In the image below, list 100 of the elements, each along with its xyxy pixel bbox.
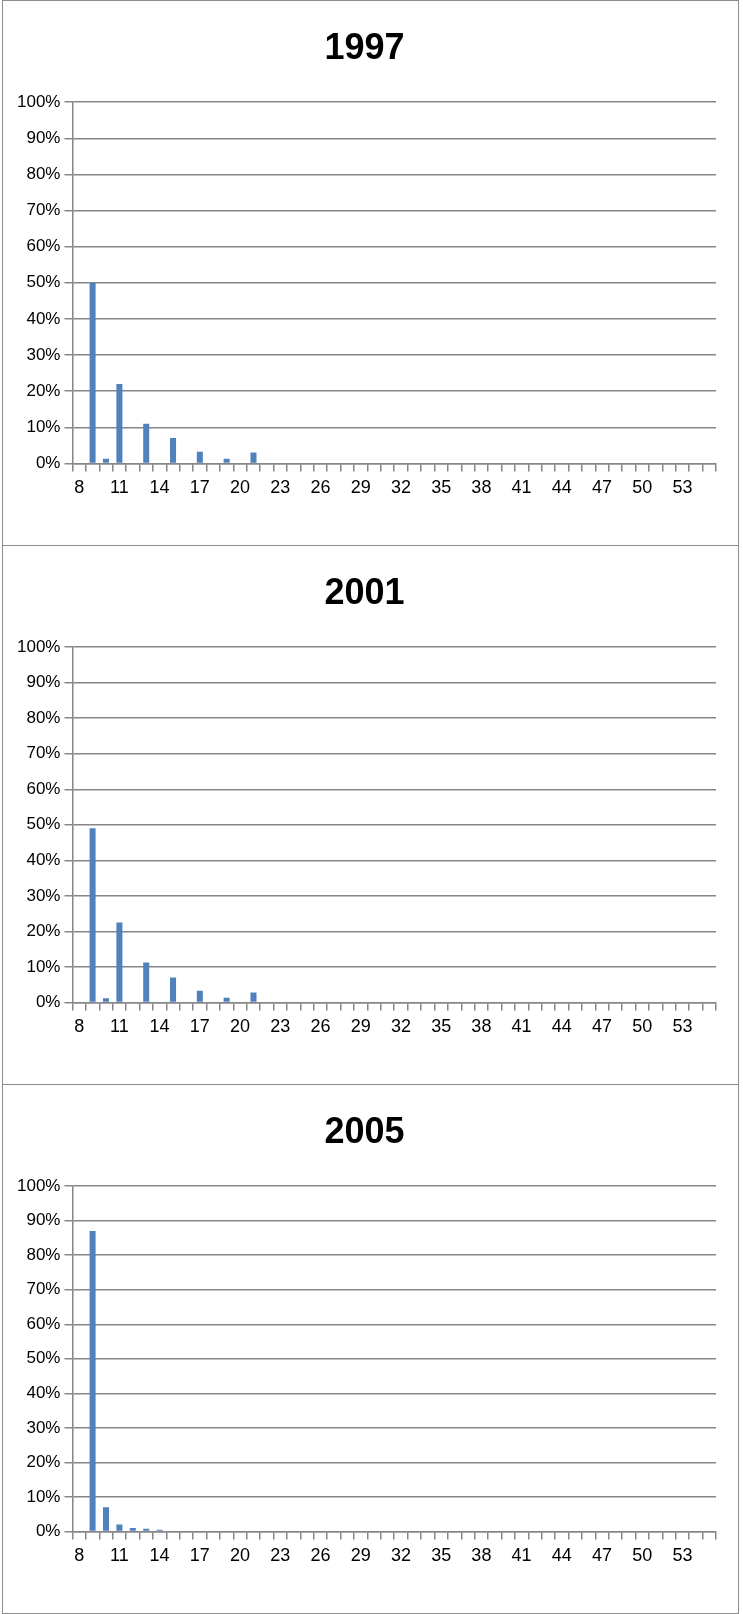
y-tick-label: 70% (26, 1279, 61, 1299)
y-tick-label: 100% (17, 636, 61, 656)
bar (116, 922, 123, 1002)
bar (223, 997, 230, 1002)
x-tick-label: 32 (390, 1545, 411, 1566)
bar (170, 977, 177, 1002)
y-tick-label: 90% (26, 128, 61, 148)
y-tick-label: 60% (26, 236, 61, 256)
x-tick-label: 29 (350, 1545, 371, 1566)
bar (116, 383, 123, 463)
x-tick-label: 17 (189, 477, 210, 498)
chart-title: 1997 (324, 25, 405, 67)
x-tick-label: 44 (551, 477, 572, 498)
y-tick-label: 60% (26, 1313, 61, 1333)
y-tick-label: 80% (26, 1244, 61, 1264)
x-tick-label: 47 (592, 1016, 613, 1037)
bar (143, 423, 150, 463)
x-tick-label: 50 (632, 1545, 653, 1566)
x-tick-label: 11 (110, 1545, 129, 1566)
bar (89, 1231, 96, 1531)
x-tick-label: 41 (511, 1545, 532, 1566)
x-tick-label: 14 (149, 1016, 170, 1037)
x-tick-label: 50 (632, 1016, 653, 1037)
x-tick-label: 26 (310, 1016, 331, 1037)
bar (102, 998, 110, 1002)
y-tick-label: 30% (26, 885, 61, 905)
x-tick-label: 8 (74, 1016, 85, 1037)
x-tick-label: 35 (431, 1545, 452, 1566)
y-tick-label: 90% (26, 672, 61, 692)
bar (250, 452, 257, 463)
y-tick-label: 80% (26, 164, 61, 184)
x-tick-label: 23 (270, 477, 291, 498)
x-tick-label: 35 (431, 1016, 452, 1037)
y-tick-label: 20% (26, 380, 61, 400)
x-tick-label: 47 (592, 477, 613, 498)
bar (102, 458, 110, 463)
y-tick-label: 10% (26, 416, 61, 436)
bar (250, 992, 257, 1002)
bar (143, 1528, 150, 1531)
bar (89, 282, 96, 463)
x-tick-label: 53 (672, 477, 693, 498)
bar (116, 1524, 123, 1531)
x-tick-label: 8 (74, 1545, 85, 1566)
bar (89, 828, 96, 1002)
y-tick-label: 80% (26, 707, 61, 727)
bar (102, 1507, 110, 1531)
x-tick-label: 41 (511, 477, 532, 498)
y-tick-label: 40% (26, 308, 61, 328)
chart-title: 2005 (324, 1109, 405, 1151)
x-tick-label: 20 (230, 477, 251, 498)
x-tick-label: 26 (310, 1545, 331, 1566)
y-tick-label: 60% (26, 778, 61, 798)
x-tick-label: 23 (270, 1016, 291, 1037)
x-tick-label: 32 (390, 477, 411, 498)
x-tick-label: 17 (189, 1545, 210, 1566)
y-tick-label: 30% (26, 1417, 61, 1437)
y-tick-label: 0% (35, 453, 61, 473)
x-tick-label: 20 (230, 1016, 251, 1037)
bar (196, 990, 203, 1002)
x-tick-label: 23 (270, 1545, 291, 1566)
x-tick-label: 41 (511, 1016, 532, 1037)
y-tick-label: 40% (26, 1383, 61, 1403)
x-tick-label: 50 (632, 477, 653, 498)
y-tick-label: 50% (26, 1348, 61, 1368)
x-tick-label: 11 (110, 1016, 129, 1037)
x-tick-label: 38 (471, 477, 492, 498)
y-tick-label: 30% (26, 344, 61, 364)
x-tick-label: 44 (551, 1545, 572, 1566)
x-tick-label: 53 (672, 1545, 693, 1566)
y-tick-label: 20% (26, 1452, 61, 1472)
x-tick-label: 20 (230, 1545, 251, 1566)
x-tick-label: 32 (390, 1016, 411, 1037)
x-tick-label: 35 (431, 477, 452, 498)
x-tick-label: 29 (350, 1016, 371, 1037)
x-tick-label: 38 (471, 1545, 492, 1566)
y-tick-label: 0% (35, 1521, 61, 1541)
y-tick-label: 20% (26, 921, 61, 941)
y-tick-label: 40% (26, 850, 61, 870)
bar (170, 438, 177, 463)
y-tick-label: 10% (26, 956, 61, 976)
y-tick-label: 100% (17, 91, 61, 111)
bar (129, 1527, 136, 1531)
x-tick-label: 11 (110, 477, 129, 498)
x-tick-label: 8 (74, 477, 85, 498)
chart-title: 2001 (324, 570, 405, 612)
y-tick-label: 90% (26, 1210, 61, 1230)
x-tick-label: 29 (350, 477, 371, 498)
x-tick-label: 47 (592, 1545, 613, 1566)
y-tick-label: 50% (26, 814, 61, 834)
y-tick-label: 10% (26, 1486, 61, 1506)
x-tick-label: 14 (149, 1545, 170, 1566)
bar (223, 458, 230, 463)
x-tick-label: 44 (551, 1016, 572, 1037)
y-tick-label: 100% (17, 1175, 61, 1195)
y-tick-label: 70% (26, 743, 61, 763)
bar (196, 451, 203, 463)
y-tick-label: 50% (26, 272, 61, 292)
x-tick-label: 14 (149, 477, 170, 498)
y-tick-label: 70% (26, 200, 61, 220)
x-tick-label: 26 (310, 477, 331, 498)
